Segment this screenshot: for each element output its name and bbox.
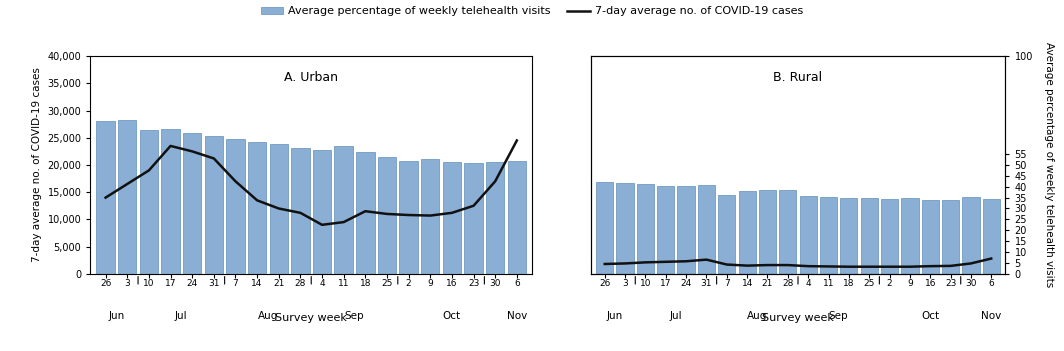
- Bar: [204, 135, 223, 274]
- Bar: [962, 197, 980, 274]
- Bar: [718, 195, 735, 274]
- Text: Jun: Jun: [109, 311, 124, 321]
- X-axis label: Survey week: Survey week: [762, 313, 834, 323]
- X-axis label: Survey week: Survey week: [276, 313, 347, 323]
- Bar: [334, 146, 353, 274]
- Legend: Average percentage of weekly telehealth visits, 7-day average no. of COVID-19 ca: Average percentage of weekly telehealth …: [256, 2, 808, 21]
- Bar: [636, 184, 654, 274]
- Bar: [942, 200, 960, 274]
- Bar: [881, 199, 898, 274]
- Text: A. Urban: A. Urban: [284, 71, 338, 84]
- Bar: [183, 133, 201, 274]
- Text: Jul: Jul: [176, 311, 187, 321]
- Bar: [313, 150, 331, 274]
- Bar: [596, 183, 614, 274]
- Bar: [227, 139, 245, 274]
- Bar: [982, 199, 1000, 274]
- Bar: [378, 157, 396, 274]
- Bar: [921, 200, 938, 274]
- Bar: [861, 198, 878, 274]
- Bar: [486, 162, 504, 274]
- Text: Oct: Oct: [443, 311, 461, 321]
- Bar: [508, 161, 526, 274]
- Text: Sep: Sep: [345, 311, 364, 321]
- Bar: [97, 121, 115, 274]
- Text: Aug: Aug: [747, 311, 767, 321]
- Bar: [356, 152, 375, 274]
- Bar: [779, 190, 797, 274]
- Bar: [443, 162, 461, 274]
- Text: Aug: Aug: [257, 311, 278, 321]
- Text: Oct: Oct: [921, 311, 940, 321]
- Bar: [269, 144, 288, 274]
- Bar: [421, 159, 439, 274]
- Bar: [399, 161, 418, 274]
- Text: Nov: Nov: [981, 311, 1001, 321]
- Bar: [759, 190, 776, 274]
- Bar: [248, 141, 266, 274]
- Bar: [616, 183, 634, 274]
- Bar: [799, 196, 817, 274]
- Bar: [658, 186, 675, 274]
- Bar: [841, 198, 858, 274]
- Bar: [464, 163, 483, 274]
- Text: B. Rural: B. Rural: [774, 71, 822, 84]
- Bar: [118, 120, 136, 274]
- Y-axis label: 7-day average no. of COVID-19 cases: 7-day average no. of COVID-19 cases: [32, 67, 41, 263]
- Text: Jun: Jun: [606, 311, 624, 321]
- Bar: [139, 130, 159, 274]
- Bar: [820, 197, 837, 274]
- Text: Sep: Sep: [829, 311, 848, 321]
- Bar: [292, 148, 310, 274]
- Bar: [901, 198, 918, 274]
- Bar: [162, 128, 180, 274]
- Text: Nov: Nov: [506, 311, 527, 321]
- Bar: [698, 185, 715, 274]
- Y-axis label: Average percentage of weekly telehealth visits: Average percentage of weekly telehealth …: [1044, 42, 1054, 287]
- Bar: [678, 186, 695, 274]
- Bar: [738, 191, 755, 274]
- Text: Jul: Jul: [669, 311, 682, 321]
